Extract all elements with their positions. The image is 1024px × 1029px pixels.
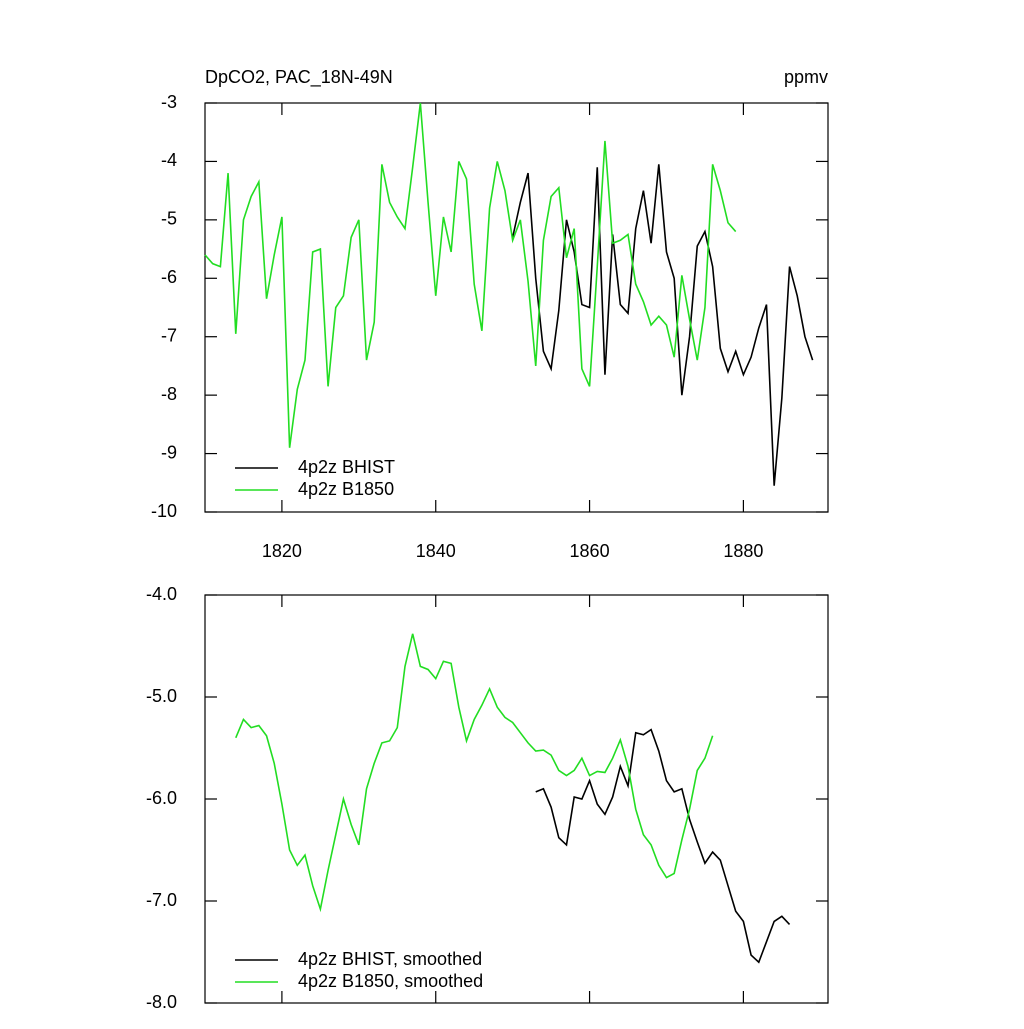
chart-title: DpCO2, PAC_18N-49N — [205, 67, 393, 88]
x-tick-label: 1820 — [262, 541, 302, 561]
data-line — [204, 102, 737, 448]
plot-frame — [204, 594, 829, 1004]
y-tick-label: -4.0 — [146, 584, 177, 604]
units-label: ppmv — [784, 67, 828, 87]
y-tick-label: -10 — [151, 501, 177, 521]
data-line — [535, 728, 791, 964]
y-tick-label: -7 — [161, 325, 177, 345]
x-tick-label: 1860 — [570, 541, 610, 561]
y-tick-label: -7.0 — [146, 890, 177, 910]
y-tick-label: -3 — [161, 92, 177, 112]
legend-label: 4p2z B1850 — [298, 479, 394, 499]
x-tick-label: 1880 — [723, 541, 763, 561]
y-tick-label: -9 — [161, 442, 177, 462]
y-tick-label: -6 — [161, 267, 177, 287]
y-tick-label: -8.0 — [146, 992, 177, 1012]
y-tick-label: -8 — [161, 384, 177, 404]
legend-label: 4p2z BHIST — [298, 457, 395, 477]
data-line — [235, 633, 714, 913]
plot-frame — [204, 102, 829, 513]
legend-label: 4p2z BHIST, smoothed — [298, 949, 482, 969]
y-tick-label: -4 — [161, 150, 177, 170]
y-tick-label: -5 — [161, 209, 177, 229]
data-line — [511, 164, 814, 486]
x-tick-label: 1840 — [416, 541, 456, 561]
legend-label: 4p2z B1850, smoothed — [298, 971, 483, 991]
y-tick-label: -6.0 — [146, 788, 177, 808]
y-tick-label: -5.0 — [146, 686, 177, 706]
